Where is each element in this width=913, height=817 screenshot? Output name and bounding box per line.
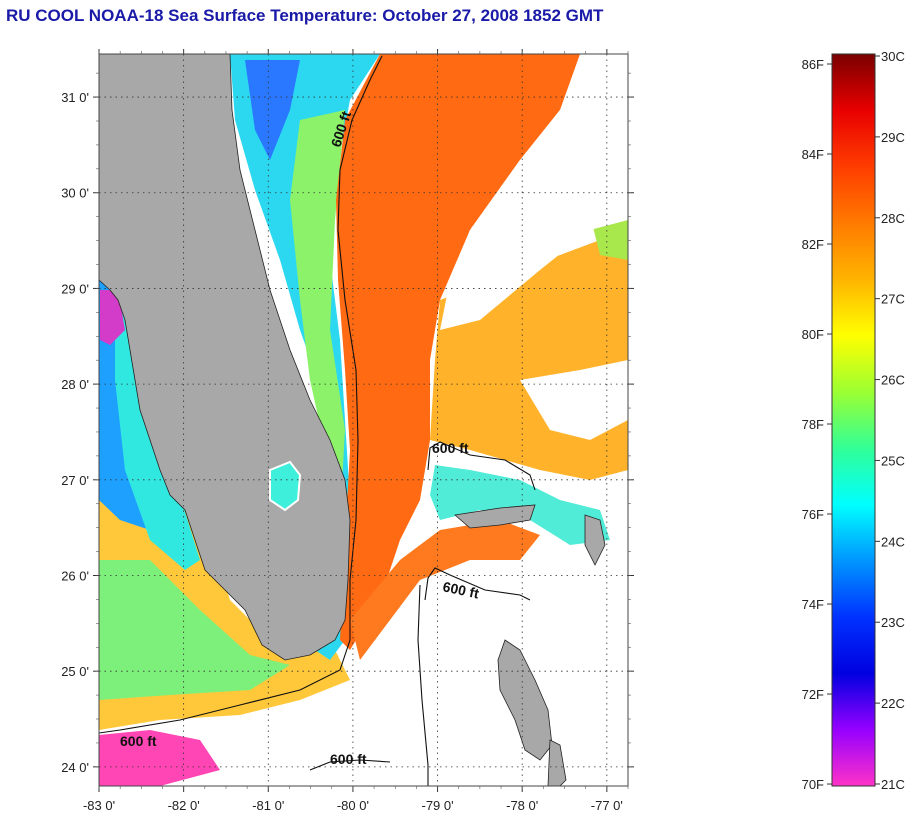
contour-600ft-straits	[417, 584, 429, 786]
lat-tick-label: 30 0'	[61, 186, 89, 201]
colorbar-c-label: 22C	[881, 696, 905, 711]
gulf-green-water	[99, 560, 290, 700]
temperature-colorbar: 86F 84F 82F 80F 78F 76F 74F 72F 70F 30C 29C 28C 27C…	[802, 49, 905, 792]
lat-tick-label: 31 0'	[61, 90, 89, 105]
colorbar-c-label: 23C	[881, 615, 905, 630]
abaco-land	[584, 514, 606, 566]
lat-tick-label: 27 0'	[61, 473, 89, 488]
colorbar-gradient	[831, 53, 876, 787]
contour-600ft-east-florida	[99, 55, 383, 734]
lat-tick-label: 24 0'	[61, 760, 89, 775]
lon-tick-label: -78 0'	[506, 798, 538, 813]
lat-tick-label: 25 0'	[61, 664, 89, 679]
gulf-magenta-patch	[100, 290, 125, 345]
colorbar-celsius-scale: 30C 29C 28C 27C 26C 25C 24C 23C 22C 21C	[875, 49, 905, 792]
cloud-region-east	[520, 360, 628, 440]
contour-label-florida-keys: 600 ft	[120, 733, 157, 749]
colorbar-f-label: 70F	[802, 777, 824, 792]
colorbar-c-label: 29C	[881, 130, 905, 145]
contour-label-little-bahama: 600 ft	[432, 440, 469, 456]
lon-tick-label: -81 0'	[252, 798, 284, 813]
lat-tick-label: 26 0'	[61, 568, 89, 583]
colorbar-f-label: 86F	[802, 57, 824, 72]
contour-label-south: 600 ft	[330, 751, 367, 767]
grand-bahama-land	[454, 504, 536, 529]
colorbar-f-label: 84F	[802, 147, 824, 162]
colorbar-c-label: 25C	[881, 453, 905, 468]
lon-tick-label: -80 0'	[337, 798, 369, 813]
colorbar-f-label: 78F	[802, 417, 824, 432]
gulf-stream-south	[350, 520, 540, 660]
atlantic-shelf-blue	[245, 60, 300, 160]
lat-tick-label: 28 0'	[61, 377, 89, 392]
lon-tick-label: -82 0'	[168, 798, 200, 813]
gulf-stream-core	[336, 54, 580, 650]
florida-bay-pink	[99, 730, 220, 786]
colorbar-fahrenheit-scale: 86F 84F 82F 80F 78F 76F 74F 72F 70F	[802, 57, 832, 792]
contour-label-great-bahama: 600 ft	[441, 578, 480, 601]
colorbar-c-label: 21C	[881, 777, 905, 792]
lon-tick-label: -79 0'	[421, 798, 453, 813]
lon-tick-label: -83 0'	[83, 798, 115, 813]
colorbar-c-label: 28C	[881, 211, 905, 226]
colorbar-c-label: 27C	[881, 292, 905, 307]
colorbar-f-label: 76F	[802, 507, 824, 522]
colorbar-f-label: 72F	[802, 687, 824, 702]
lat-lon-grid	[99, 54, 628, 786]
colorbar-c-label: 26C	[881, 373, 905, 388]
little-bahama-bank-water	[430, 465, 610, 545]
contour-600ft-little-bahama	[427, 441, 536, 491]
andros-land	[497, 639, 553, 761]
map-area[interactable]: 600 ft 600 ft 600 ft 600 ft 600 ft	[99, 54, 628, 786]
lat-tick-label: 29 0'	[61, 281, 89, 296]
colorbar-f-label: 74F	[802, 597, 824, 612]
lake-okeechobee	[269, 460, 302, 512]
colorbar-f-label: 82F	[802, 237, 824, 252]
lon-tick-label: -77 0'	[591, 798, 623, 813]
colorbar-c-label: 24C	[881, 534, 905, 549]
colorbar-c-label: 30C	[881, 49, 905, 64]
cloud-region-northeast	[440, 90, 628, 330]
map-title: RU COOL NOAA-18 Sea Surface Temperature:…	[6, 6, 604, 25]
contour-600ft-south	[309, 759, 391, 771]
colorbar-f-label: 80F	[802, 327, 824, 342]
map-axes: -83 0' -82 0' -81 0' -80 0' -79 0' -78 0' -77 …	[61, 49, 634, 813]
map-frame	[98, 53, 629, 787]
exumas-land	[547, 739, 567, 786]
contour-600ft-great-bahama	[424, 567, 531, 601]
